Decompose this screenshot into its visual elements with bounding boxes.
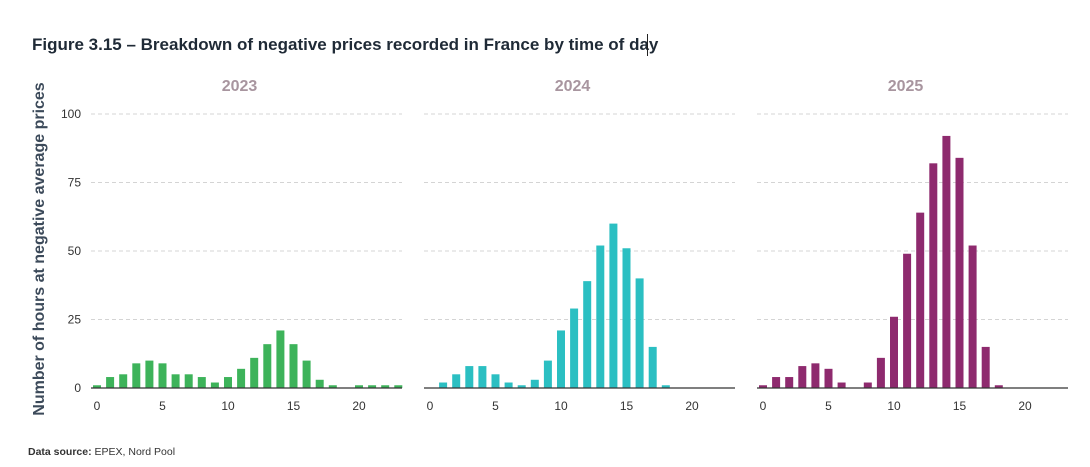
x-tick-label: 0 — [94, 399, 101, 413]
bar-2025-hour-3 — [798, 366, 807, 388]
bar-2024-hour-13 — [596, 245, 605, 388]
bar-2024-hour-6 — [504, 382, 513, 388]
x-tick-label: 5 — [825, 399, 832, 413]
bar-2024-hour-16 — [635, 278, 644, 388]
bar-2023-hour-22 — [381, 385, 390, 388]
bar-2024-hour-1 — [439, 382, 448, 388]
panel-title-2023: 2023 — [222, 78, 258, 95]
bar-2025-hour-11 — [903, 253, 912, 388]
bar-2023-hour-0 — [93, 385, 101, 388]
bar-2023-hour-23 — [394, 385, 403, 388]
bar-2023-hour-10 — [224, 377, 232, 388]
bar-2024-hour-11 — [570, 308, 579, 388]
bar-2023-hour-6 — [171, 374, 180, 388]
bar-2023-hour-3 — [132, 363, 141, 388]
bar-2023-hour-1 — [106, 377, 115, 388]
data-source: Data source: EPEX, Nord Pool — [28, 446, 175, 458]
x-tick-label: 5 — [159, 399, 166, 413]
x-tick-label: 10 — [887, 399, 901, 413]
x-tick-label: 5 — [492, 399, 499, 413]
bar-2025-hour-8 — [863, 382, 872, 388]
y-tick-label: 50 — [68, 244, 82, 258]
x-tick-label: 10 — [554, 399, 568, 413]
bar-2025-hour-18 — [994, 385, 1003, 388]
bar-2024-hour-18 — [661, 385, 670, 388]
bar-2024-hour-14 — [609, 223, 618, 388]
bar-2025-hour-0 — [759, 385, 767, 388]
bar-2023-hour-20 — [355, 385, 363, 388]
bar-2023-hour-9 — [210, 382, 219, 388]
bar-2025-hour-12 — [916, 212, 925, 388]
bar-2025-hour-17 — [981, 346, 990, 388]
bar-2025-hour-6 — [837, 382, 846, 388]
bar-2025-hour-10 — [890, 316, 898, 388]
bar-2023-hour-12 — [250, 357, 259, 388]
bar-2024-hour-7 — [517, 385, 526, 388]
x-tick-label: 15 — [953, 399, 967, 413]
bar-2024-hour-17 — [648, 346, 657, 388]
bar-2024-hour-4 — [478, 366, 487, 388]
x-tick-label: 0 — [427, 399, 434, 413]
bar-2025-hour-14 — [942, 135, 951, 388]
bar-2023-hour-2 — [119, 374, 128, 388]
bar-2025-hour-13 — [929, 163, 938, 388]
x-tick-label: 20 — [352, 399, 366, 413]
bar-2025-hour-4 — [811, 363, 820, 388]
bar-2024-hour-15 — [622, 248, 631, 388]
bar-2024-hour-9 — [543, 360, 552, 388]
bar-2024-hour-12 — [583, 281, 592, 388]
x-tick-label: 15 — [620, 399, 634, 413]
bar-2024-hour-8 — [530, 379, 539, 388]
data-source-label: Data source: — [28, 446, 92, 458]
bar-2023-hour-16 — [302, 360, 311, 388]
bar-2023-hour-11 — [237, 368, 246, 388]
bar-2025-hour-16 — [968, 245, 977, 388]
panel-title-2024: 2024 — [555, 78, 591, 95]
bar-2025-hour-9 — [876, 357, 885, 388]
bar-2024-hour-3 — [465, 366, 474, 388]
bar-2023-hour-17 — [315, 379, 324, 388]
y-tick-label: 100 — [61, 107, 81, 121]
bar-2023-hour-15 — [289, 344, 298, 388]
bar-2023-hour-5 — [158, 363, 167, 388]
figure-title: Figure 3.15 – Breakdown of negative pric… — [32, 35, 659, 54]
data-source-text: EPEX, Nord Pool — [94, 446, 176, 458]
y-tick-label: 75 — [68, 176, 82, 190]
bar-2023-hour-4 — [145, 360, 154, 388]
x-tick-label: 20 — [1018, 399, 1032, 413]
x-tick-label: 15 — [287, 399, 301, 413]
bar-2023-hour-8 — [197, 377, 206, 388]
bar-2024-hour-2 — [452, 374, 461, 388]
bar-2025-hour-1 — [772, 377, 781, 388]
bar-2025-hour-15 — [955, 157, 964, 388]
bar-2023-hour-14 — [276, 330, 285, 388]
x-tick-label: 0 — [760, 399, 767, 413]
y-tick-label: 0 — [74, 381, 81, 395]
x-tick-label: 10 — [221, 399, 235, 413]
y-tick-label: 25 — [68, 313, 82, 327]
bar-2023-hour-18 — [328, 385, 337, 388]
bar-2023-hour-13 — [263, 344, 272, 388]
bar-2025-hour-2 — [785, 377, 794, 388]
x-tick-label: 20 — [685, 399, 699, 413]
bar-2023-hour-21 — [368, 385, 377, 388]
bar-2023-hour-7 — [184, 374, 193, 388]
panel-title-2025: 2025 — [888, 78, 924, 95]
bar-2025-hour-5 — [824, 368, 833, 388]
bar-2024-hour-5 — [491, 374, 500, 388]
bar-2024-hour-10 — [557, 330, 565, 388]
text-cursor — [647, 34, 648, 56]
